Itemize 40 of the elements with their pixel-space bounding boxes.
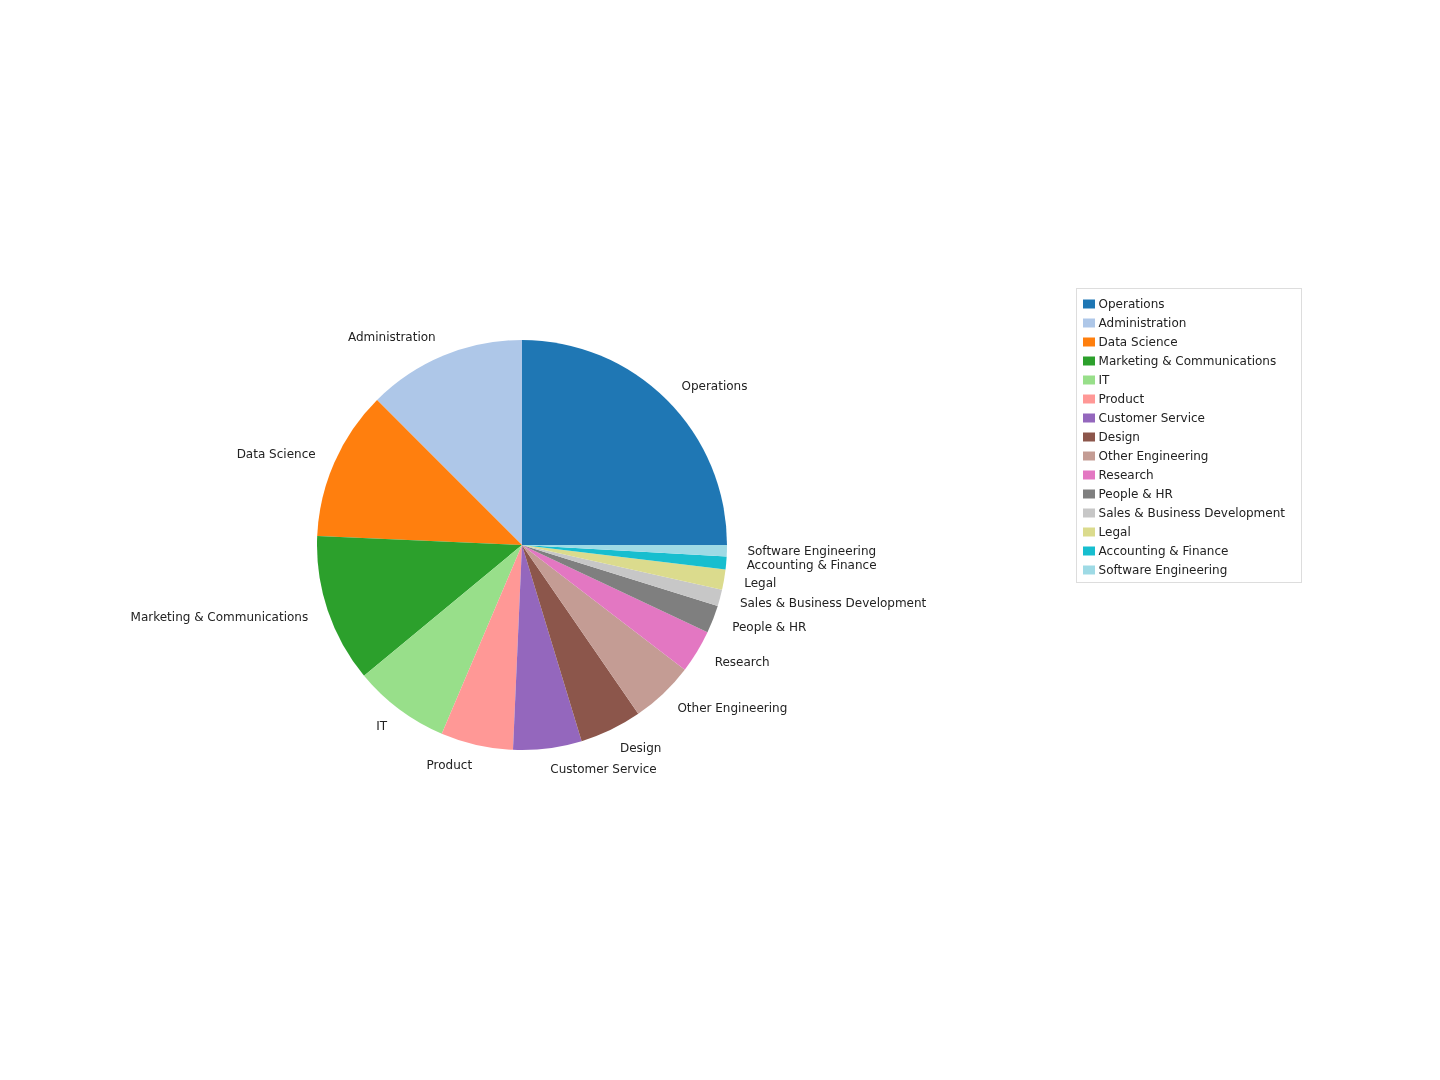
pie-slice xyxy=(522,545,639,742)
slice-label: Administration xyxy=(347,329,436,344)
slice-label: Legal xyxy=(744,576,777,591)
legend-label: Administration xyxy=(1098,316,1187,330)
legend-label: People & HR xyxy=(1098,487,1173,501)
legend-label: Product xyxy=(1098,392,1145,406)
legend-label: Software Engineering xyxy=(1098,563,1228,577)
slice-label: Accounting & Finance xyxy=(746,557,877,572)
slice-label: Customer Service xyxy=(550,761,657,776)
pie-slice xyxy=(377,340,522,545)
legend-label: Other Engineering xyxy=(1098,449,1209,463)
pie-slice xyxy=(512,545,582,750)
legend-label: Data Science xyxy=(1098,335,1178,349)
pie-slice xyxy=(522,545,718,633)
legend-label: Sales & Business Development xyxy=(1098,506,1285,520)
legend-label: Customer Service xyxy=(1098,411,1205,425)
slice-label: People & HR xyxy=(732,619,807,634)
slice-label: Other Engineering xyxy=(677,701,788,716)
slice-label: Operations xyxy=(681,378,748,393)
legend-label: Accounting & Finance xyxy=(1098,544,1229,558)
legend-label: Marketing & Communications xyxy=(1098,354,1277,368)
slice-label: IT xyxy=(376,718,388,733)
pie-slice xyxy=(364,545,522,734)
slice-label: Data Science xyxy=(236,447,316,462)
pie-slice xyxy=(317,535,522,676)
pie-slice xyxy=(522,545,708,670)
legend-label: Design xyxy=(1098,430,1140,444)
pie-slice xyxy=(317,400,522,545)
slice-label: Marketing & Communications xyxy=(130,609,309,624)
slice-label: Product xyxy=(426,757,473,772)
slice-label: Software Engineering xyxy=(747,544,877,559)
legend-label: Research xyxy=(1098,468,1154,482)
legend-label: Legal xyxy=(1098,525,1131,539)
legend-label: Operations xyxy=(1098,297,1165,311)
pie-slice xyxy=(441,545,522,750)
pie-slice xyxy=(522,545,726,590)
legend-label: IT xyxy=(1098,373,1110,387)
slice-label: Research xyxy=(714,655,770,670)
slice-label: Design xyxy=(619,741,662,756)
slice-label: Sales & Business Development xyxy=(739,596,927,611)
